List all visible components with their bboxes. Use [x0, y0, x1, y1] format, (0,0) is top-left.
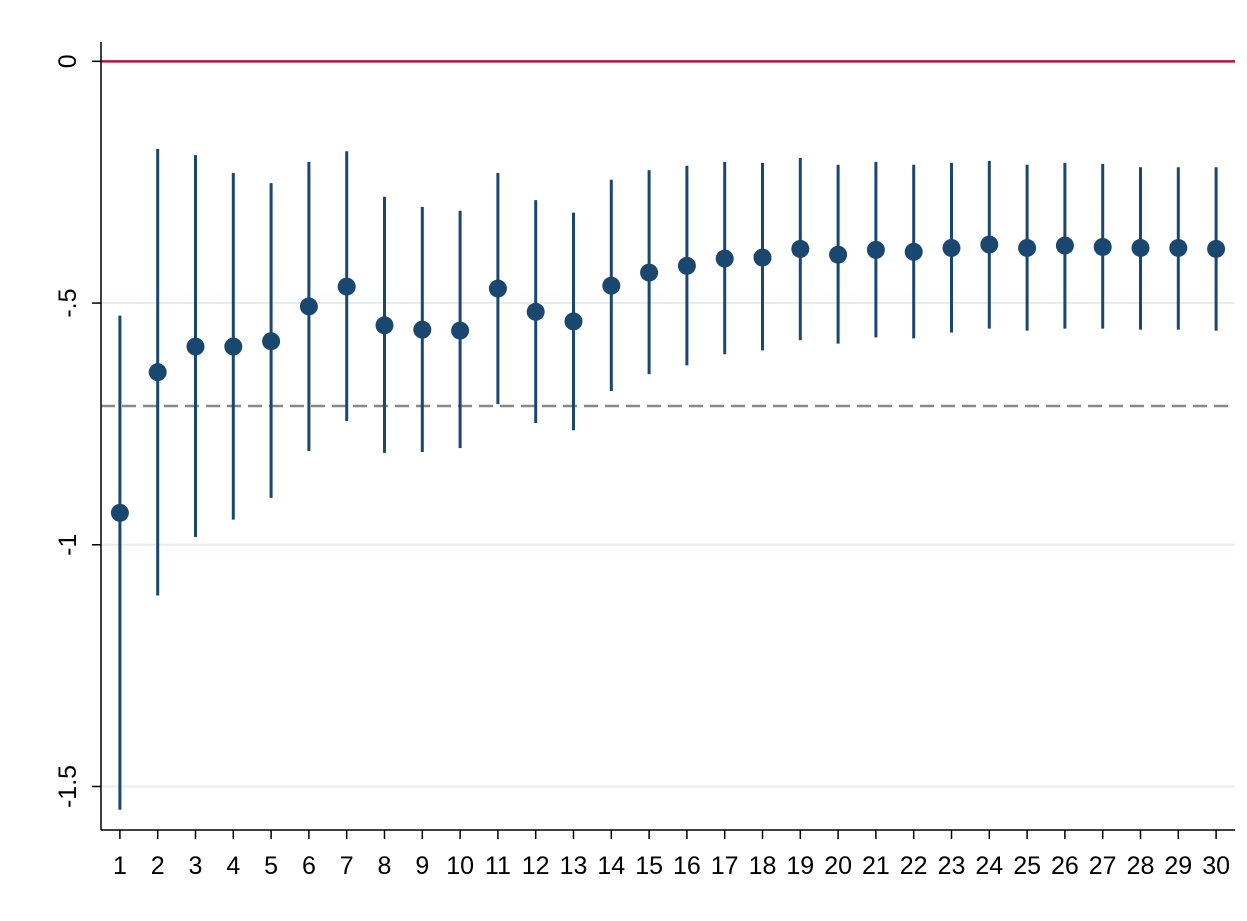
y-tick-label: -1: [54, 534, 82, 556]
x-tick-label: 11: [485, 852, 511, 880]
x-tick-label: 14: [597, 852, 625, 880]
point: [866, 240, 885, 259]
point: [791, 239, 810, 258]
point: [677, 256, 696, 275]
point: [1018, 238, 1037, 257]
x-tick-label: 10: [446, 852, 474, 880]
x-tick-label: 13: [560, 852, 588, 880]
x-tick-label: 2: [151, 852, 165, 880]
point: [829, 245, 848, 264]
point: [299, 297, 318, 316]
x-tick-label: 9: [415, 852, 429, 880]
point: [753, 248, 772, 267]
point: [1207, 239, 1226, 258]
point: [526, 302, 545, 321]
point: [186, 337, 205, 356]
y-tick-label: 0: [54, 54, 82, 68]
point: [451, 321, 470, 340]
point: [375, 316, 394, 335]
x-tick-label: 1: [113, 852, 127, 880]
point: [1169, 238, 1188, 257]
point: [337, 277, 356, 296]
x-tick-label: 16: [673, 852, 701, 880]
x-tick-label: 25: [1013, 852, 1041, 880]
point: [110, 503, 129, 522]
x-tick-label: 4: [226, 852, 240, 880]
x-tick-label: 17: [711, 852, 739, 880]
x-tick-label: 5: [264, 852, 278, 880]
x-tick-label: 30: [1202, 852, 1230, 880]
x-tick-label: 7: [340, 852, 354, 880]
point: [904, 242, 923, 261]
point: [1131, 238, 1150, 257]
point: [224, 337, 243, 356]
point: [715, 249, 734, 268]
point: [942, 238, 961, 257]
point: [640, 263, 659, 282]
point: [564, 312, 583, 331]
x-tick-label: 28: [1127, 852, 1155, 880]
x-tick-label: 22: [900, 852, 928, 880]
point: [262, 332, 281, 351]
x-tick-label: 27: [1089, 852, 1117, 880]
x-tick-label: 20: [824, 852, 852, 880]
x-tick-label: 26: [1051, 852, 1079, 880]
x-tick-label: 3: [189, 852, 203, 880]
x-tick-label: 15: [635, 852, 663, 880]
point: [602, 276, 621, 295]
point: [1093, 237, 1112, 256]
x-tick-label: 8: [378, 852, 392, 880]
x-tick-label: 19: [786, 852, 814, 880]
y-tick-label: -.5: [54, 288, 82, 317]
point: [488, 279, 507, 298]
point: [980, 235, 999, 254]
point: [148, 363, 167, 382]
x-tick-label: 23: [938, 852, 966, 880]
x-tick-label: 29: [1164, 852, 1192, 880]
x-tick-label: 12: [522, 852, 550, 880]
point: [1055, 236, 1074, 255]
y-tick-label: -1.5: [54, 765, 82, 808]
x-tick-label: 21: [862, 852, 890, 880]
point: [413, 320, 432, 339]
x-tick-label: 6: [302, 852, 316, 880]
x-tick-label: 18: [749, 852, 777, 880]
x-tick-label: 24: [975, 852, 1003, 880]
